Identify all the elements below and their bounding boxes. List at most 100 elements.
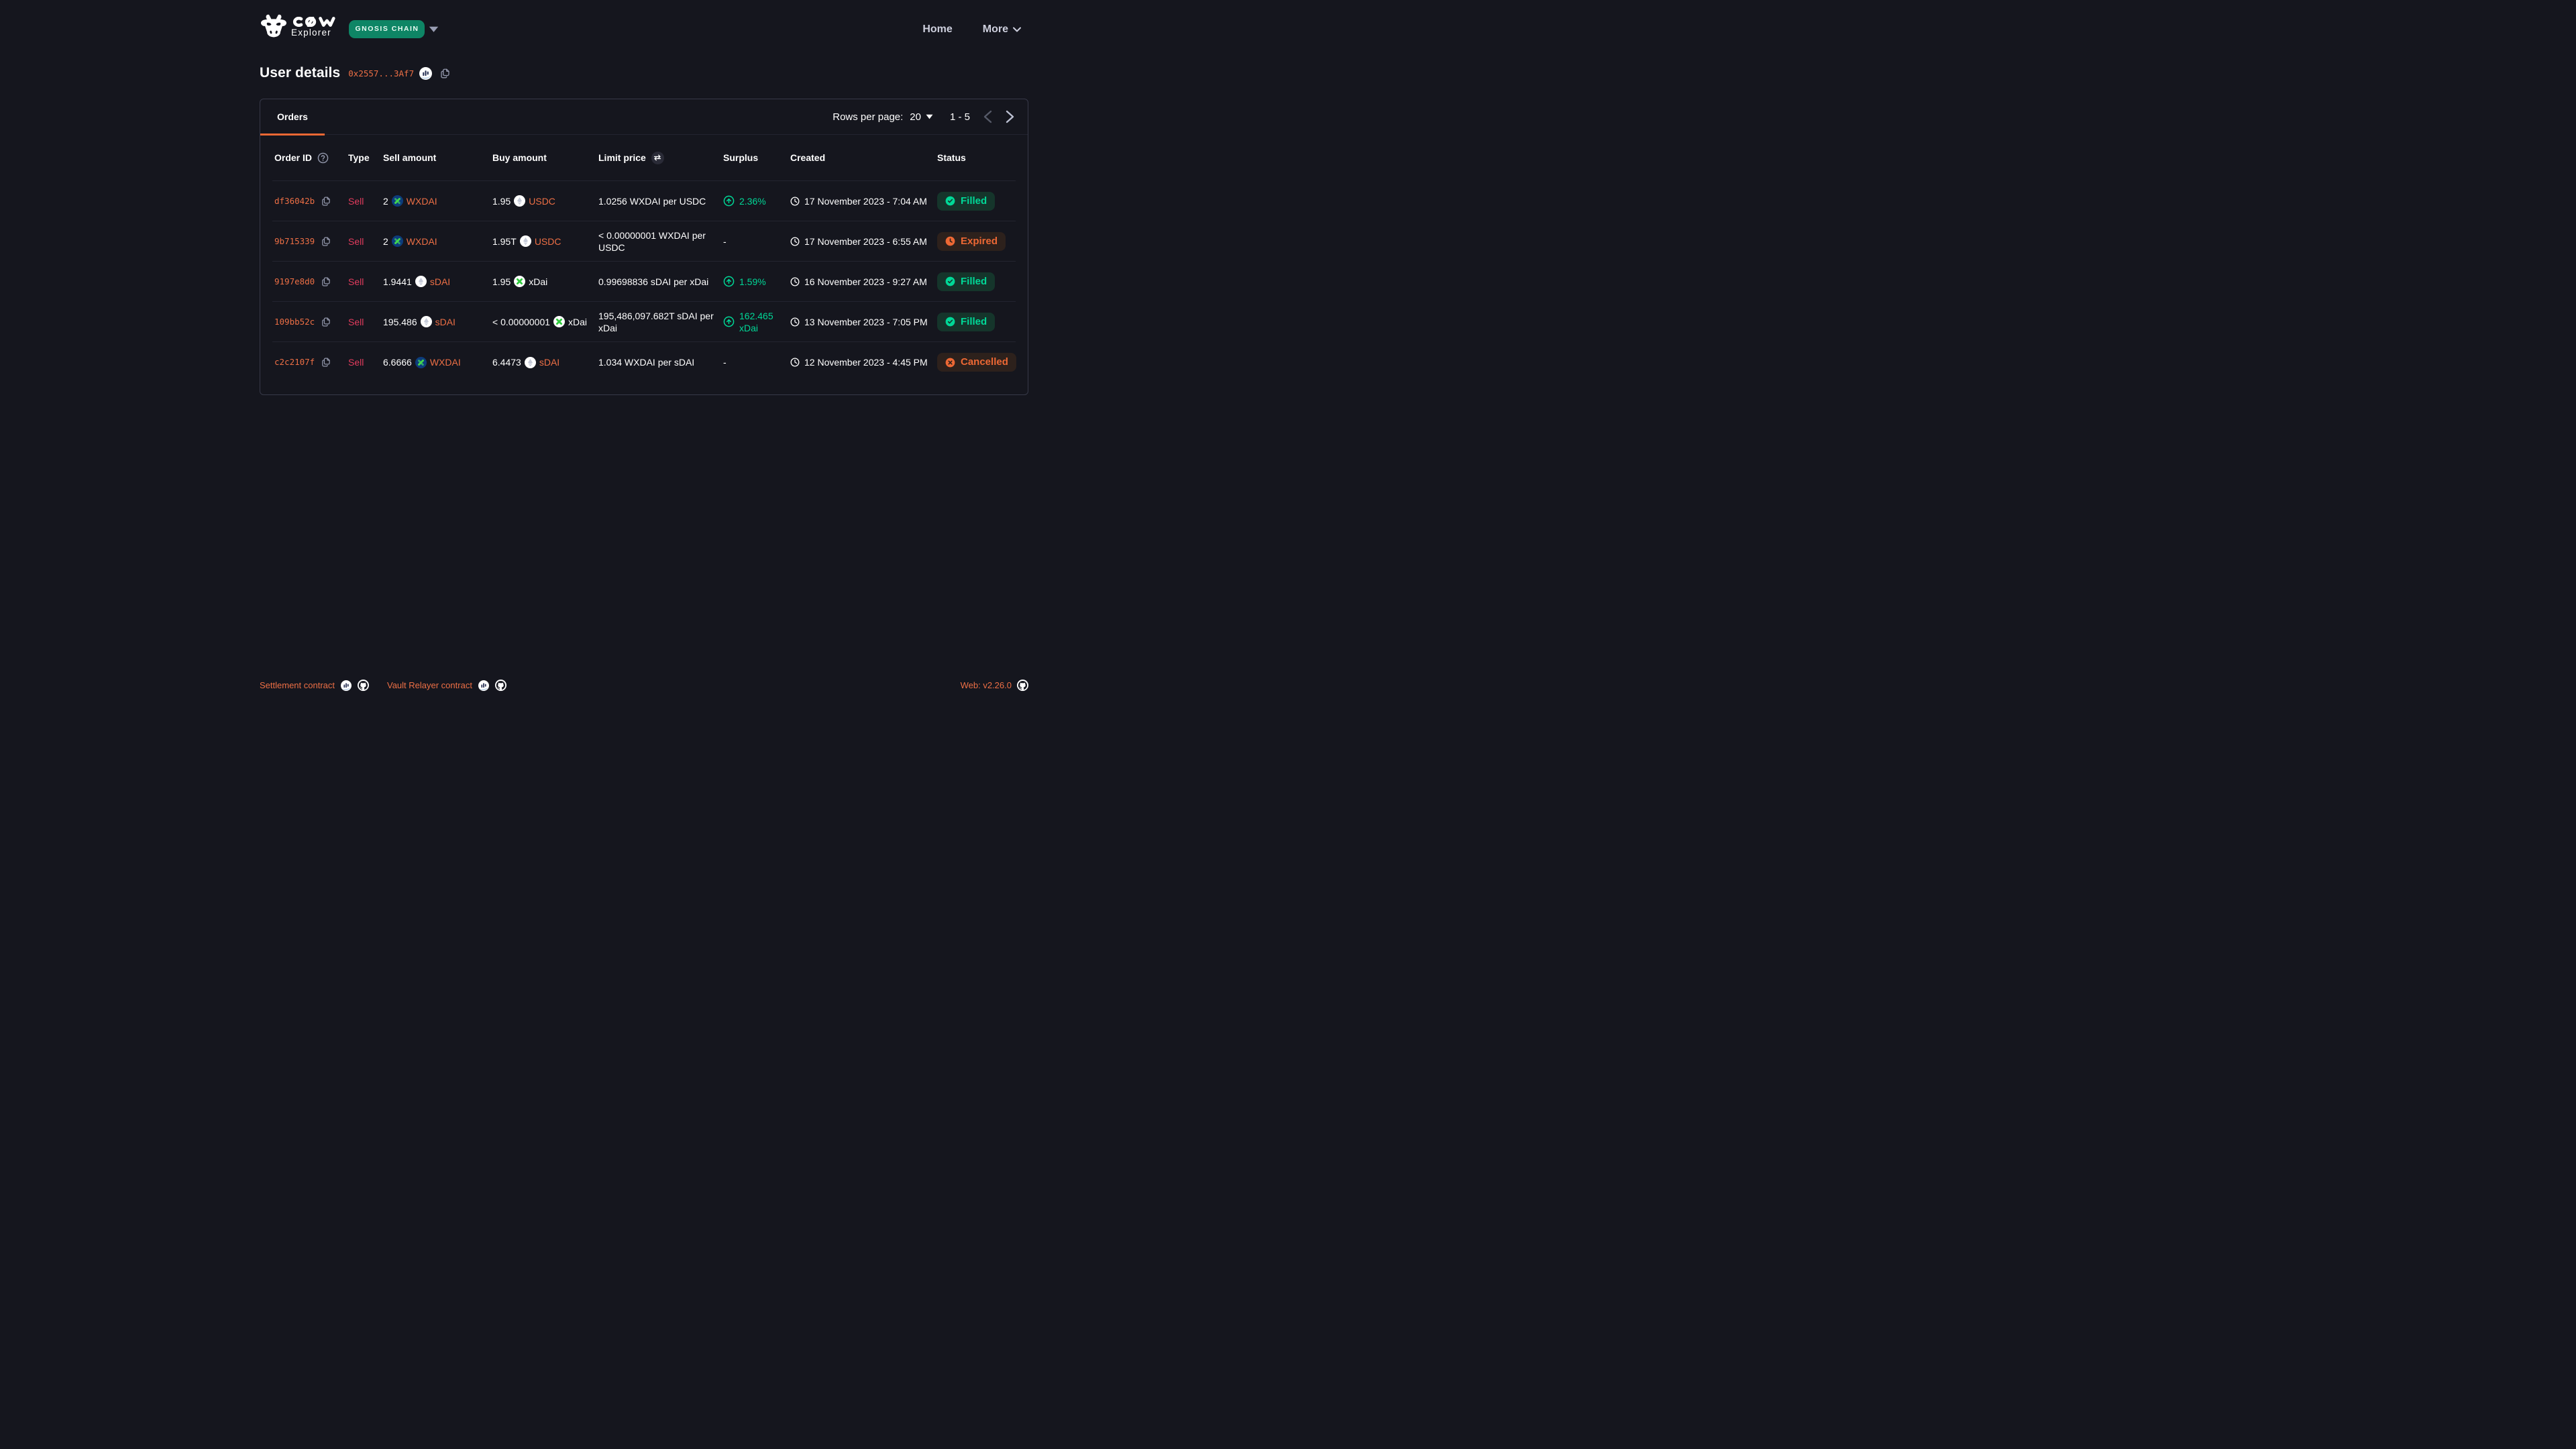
web-version-link[interactable]: Web: v2.26.0 <box>960 680 1012 690</box>
limit-price-cell: 1.034 WXDAI per sDAI <box>598 357 695 368</box>
github-icon[interactable] <box>494 680 506 691</box>
header: Explorer GNOSIS CHAIN Home More <box>260 0 1028 40</box>
prev-page-button[interactable] <box>983 110 992 123</box>
created-value: 17 November 2023 - 7:04 AM <box>804 195 927 207</box>
created-cell: 17 November 2023 - 6:55 AM <box>790 235 937 248</box>
order-row: 109bb52c Sell 195.486 sDAI < 0.00000001 xDai 1… <box>272 302 1016 342</box>
tab-orders[interactable]: Orders <box>260 99 325 136</box>
surplus-up-icon <box>723 316 735 327</box>
token-link[interactable]: WXDAI <box>406 195 437 207</box>
status-label: Expired <box>961 235 998 247</box>
buy-amount-cell: 6.4473 sDAI <box>492 356 598 368</box>
main-content: User details 0x2557...3Af7 Orders Rows p… <box>260 40 1028 395</box>
order-type: Sell <box>348 316 364 327</box>
clock-icon <box>790 358 800 367</box>
order-id-link[interactable]: c2c2107f <box>274 357 315 367</box>
github-icon[interactable] <box>1017 680 1028 691</box>
surplus-value: 162.465 xDai <box>739 310 773 333</box>
status-cancelled-icon <box>945 358 955 368</box>
surplus-value: 2.36% <box>739 195 766 207</box>
sell-amount-cell: 2 WXDAI <box>383 195 492 207</box>
chevron-down-icon <box>1013 27 1021 32</box>
gnosisscan-link-icon[interactable] <box>419 66 433 80</box>
order-type: Sell <box>348 276 364 287</box>
token-link[interactable]: USDC <box>534 235 561 247</box>
copy-address-icon[interactable] <box>439 68 450 79</box>
copy-order-id-icon[interactable] <box>321 276 331 287</box>
buy-amount-cell: 1.95 USDC <box>492 195 598 207</box>
created-cell: 17 November 2023 - 7:04 AM <box>790 195 937 207</box>
user-address[interactable]: 0x2557...3Af7 <box>348 68 415 78</box>
order-row: df36042b Sell 2 WXDAI 1.95 USDC 1.0256 WXDAI p… <box>272 181 1016 221</box>
limit-price-cell: 0.99698836 sDAI per xDai <box>598 276 709 287</box>
rows-per-page-select[interactable]: 20 <box>910 111 933 123</box>
amount-value: 1.95 <box>492 195 511 207</box>
invert-price-icon[interactable] <box>651 151 664 164</box>
surplus-empty: - <box>723 235 727 247</box>
nav-home[interactable]: Home <box>922 23 953 35</box>
amount-value: 195.486 <box>383 316 417 327</box>
clock-icon <box>790 317 800 327</box>
gnosisscan-icon[interactable] <box>341 680 352 691</box>
token-eth-icon <box>524 356 536 368</box>
status-label: Filled <box>961 195 987 207</box>
vault-relayer-contract-link[interactable]: Vault Relayer contract <box>387 680 472 690</box>
footer: Settlement contract Vault Relayer contra… <box>0 680 1288 724</box>
nav-more[interactable]: More <box>983 23 1021 36</box>
status-badge: Cancelled <box>937 353 1016 372</box>
amount-value: 1.95 <box>492 276 511 287</box>
status-expired-icon <box>945 236 955 246</box>
token-label: xDai <box>529 276 548 287</box>
copy-order-id-icon[interactable] <box>321 317 331 327</box>
network-badge[interactable]: GNOSIS CHAIN <box>349 20 425 38</box>
amount-value: 2 <box>383 235 388 247</box>
amount-value: 6.4473 <box>492 357 521 368</box>
order-row: 9b715339 Sell 2 WXDAI 1.95T USDC < 0.00000001 … <box>272 221 1016 262</box>
settlement-contract-link[interactable]: Settlement contract <box>260 680 335 690</box>
cow-logo-icon <box>260 14 287 38</box>
order-id-link[interactable]: df36042b <box>274 195 315 206</box>
status-filled-icon <box>945 317 955 327</box>
status-label: Filled <box>961 275 987 287</box>
limit-price-cell: 1.0256 WXDAI per USDC <box>598 195 706 207</box>
surplus-up-icon <box>723 195 735 207</box>
status-badge: Filled <box>937 272 996 291</box>
status-filled-icon <box>945 196 955 206</box>
buy-amount-cell: 1.95 xDai <box>492 276 598 288</box>
cow-explorer-logo[interactable]: Explorer <box>260 14 341 40</box>
order-id-link[interactable]: 109bb52c <box>274 316 315 327</box>
token-link[interactable]: sDAI <box>539 357 560 368</box>
copy-order-id-icon[interactable] <box>321 357 331 368</box>
order-id-link[interactable]: 9197e8d0 <box>274 276 315 286</box>
page-range: 1 - 5 <box>949 111 970 123</box>
github-icon[interactable] <box>358 680 369 691</box>
token-link[interactable]: WXDAI <box>406 235 437 247</box>
copy-order-id-icon[interactable] <box>321 236 331 247</box>
sell-amount-cell: 2 WXDAI <box>383 235 492 248</box>
token-link[interactable]: WXDAI <box>429 357 461 368</box>
orders-card: Orders Rows per page: 20 1 - 5 <box>260 99 1028 395</box>
buy-amount-cell: 1.95T USDC <box>492 235 598 248</box>
rows-per-page-label: Rows per page: <box>833 111 904 123</box>
token-wxdai-icon <box>415 356 427 368</box>
copy-order-id-icon[interactable] <box>321 196 331 207</box>
token-link[interactable]: sDAI <box>429 276 451 287</box>
status-filled-icon <box>945 276 955 286</box>
token-eth-icon <box>514 195 526 207</box>
token-xdai-icon <box>553 316 566 327</box>
surplus-empty: - <box>723 357 727 368</box>
created-value: 17 November 2023 - 6:55 AM <box>804 235 927 247</box>
created-cell: 12 November 2023 - 4:45 PM <box>790 356 937 368</box>
amount-value: 1.95T <box>492 235 517 247</box>
token-wxdai-icon <box>391 195 403 207</box>
gnosisscan-icon[interactable] <box>478 680 489 691</box>
next-page-button[interactable] <box>1006 110 1014 123</box>
token-link[interactable]: sDAI <box>435 316 455 327</box>
status-badge: Filled <box>937 312 996 331</box>
token-eth-icon <box>519 235 531 247</box>
token-link[interactable]: USDC <box>529 195 555 207</box>
order-row: c2c2107f Sell 6.6666 WXDAI 6.4473 sDAI 1.034 W… <box>272 342 1016 382</box>
network-caret-icon[interactable] <box>429 26 439 33</box>
order-id-link[interactable]: 9b715339 <box>274 235 315 246</box>
help-icon[interactable] <box>317 152 329 164</box>
